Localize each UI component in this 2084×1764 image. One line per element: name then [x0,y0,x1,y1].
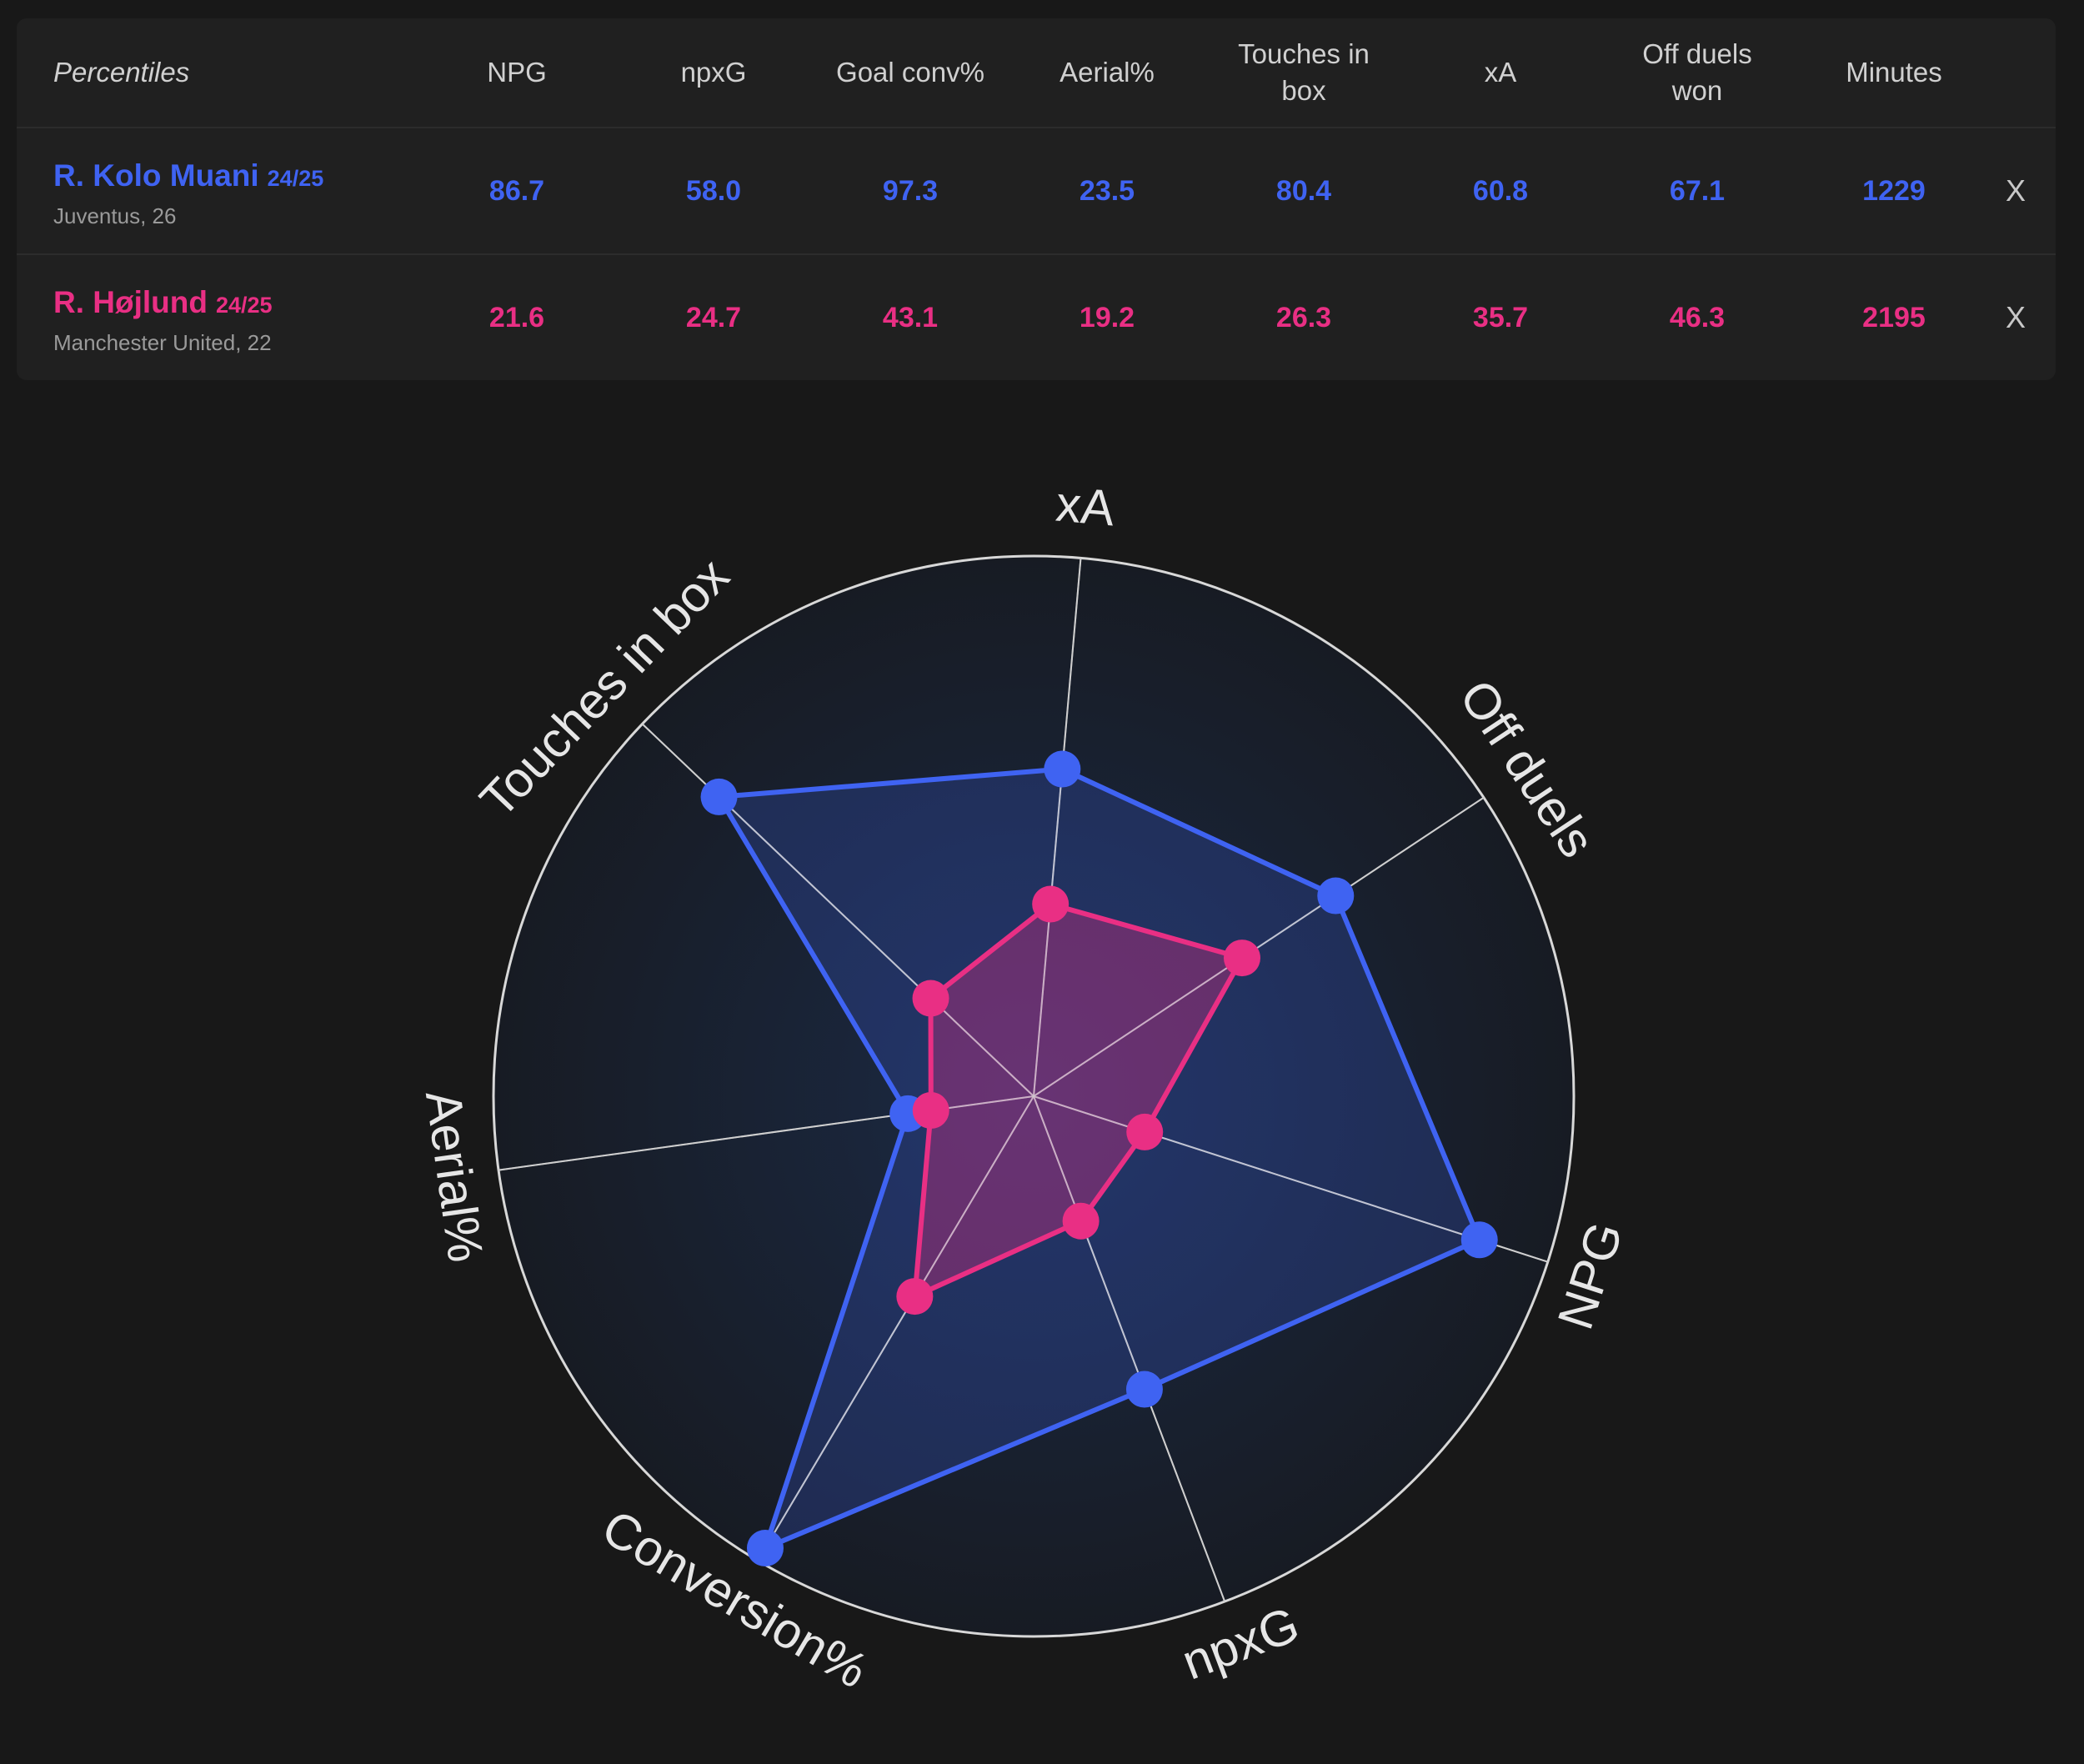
player-row-kolo-muani: R. Kolo Muani 24/25 Juventus, 26 86.7 58.0 97… [17,128,2056,255]
player-name[interactable]: R. Kolo Muani [53,158,259,193]
percentile-value-minutes: 1229 [1862,174,1926,207]
radar-series [498,558,1549,1602]
data-point-series0-4[interactable] [746,1530,784,1567]
percentiles-table: Percentiles NPG npxG Goal conv% Aerial% Touc… [17,18,2056,380]
percentile-value-npxg: 24.7 [685,301,742,333]
percentile-value-aerial: 19.2 [1079,301,1135,333]
percentile-value-off-duels: 46.3 [1669,301,1726,333]
data-point-series0-1[interactable] [1317,877,1355,915]
spoke-overlay-3 [1033,1095,1226,1602]
percentile-value-npg: 86.7 [488,174,545,207]
percentile-value-goal-conv: 43.1 [882,301,939,333]
axis-label-5: Aerial% [415,1087,494,1265]
data-point-series1-5[interactable] [912,1092,949,1130]
series-area-0 [716,766,1482,1551]
percentile-value-xa: 35.7 [1472,301,1529,333]
player-name-block[interactable]: R. Højlund 24/25 [53,285,273,320]
data-point-series1-4[interactable] [896,1278,934,1315]
spoke-overlay-0 [1033,558,1082,1097]
percentile-value-aerial: 23.5 [1079,174,1135,207]
axis-label-2: NPG [1547,1215,1634,1336]
column-header-touches-box: Touches in box [1238,38,1370,106]
player-club-age: Manchester United, 22 [53,330,272,355]
column-header-npg: NPG [487,57,547,88]
remove-player-button[interactable]: X [2005,173,2026,208]
data-point-series0-2[interactable] [1460,1221,1498,1259]
player-season: 24/25 [215,293,273,318]
data-point-series1-3[interactable] [1062,1202,1100,1240]
data-point-series0-3[interactable] [1125,1371,1163,1408]
percentile-value-off-duels: 67.1 [1669,174,1726,207]
axis-label-0: xA [1054,476,1117,537]
data-point-series1-2[interactable] [1126,1113,1164,1150]
spoke-overlay-1 [1033,796,1485,1097]
data-point-series1-1[interactable] [1223,940,1260,977]
remove-player-button[interactable]: X [2005,300,2026,334]
column-header-xa: xA [1484,57,1517,88]
table-header-row: Percentiles NPG npxG Goal conv% Aerial% Touc… [17,18,2056,128]
percentile-value-goal-conv: 97.3 [882,174,939,207]
player-name-block[interactable]: R. Kolo Muani 24/25 [53,158,323,193]
column-header-goal-conv: Goal conv% [836,57,984,88]
column-header-aerial: Aerial% [1060,57,1155,88]
player-row-hojlund: R. Højlund 24/25 Manchester United, 22 21.6… [17,255,2056,380]
series-area-1 [912,901,1245,1300]
data-point-series0-6[interactable] [700,778,738,815]
percentile-value-npg: 21.6 [488,301,545,333]
percentile-value-minutes: 2195 [1862,301,1926,333]
percentiles-header-label: Percentiles [53,57,190,88]
column-header-minutes: Minutes [1846,57,1942,88]
data-point-series1-0[interactable] [1032,885,1070,923]
player-club-age: Juventus, 26 [53,203,177,228]
percentile-value-touches-box: 26.3 [1275,301,1332,333]
data-point-series0-0[interactable] [1044,750,1081,788]
column-header-off-duels: Off duels won [1642,38,1752,106]
player-name[interactable]: R. Højlund [53,285,208,319]
column-header-npxg: npxG [680,57,747,88]
percentile-value-npxg: 58.0 [685,174,742,207]
player-season: 24/25 [267,166,324,191]
percentile-value-touches-box: 80.4 [1275,174,1332,207]
data-point-series1-6[interactable] [912,980,949,1017]
spoke-overlay-4 [757,1095,1034,1561]
percentile-value-xa: 60.8 [1472,174,1529,207]
